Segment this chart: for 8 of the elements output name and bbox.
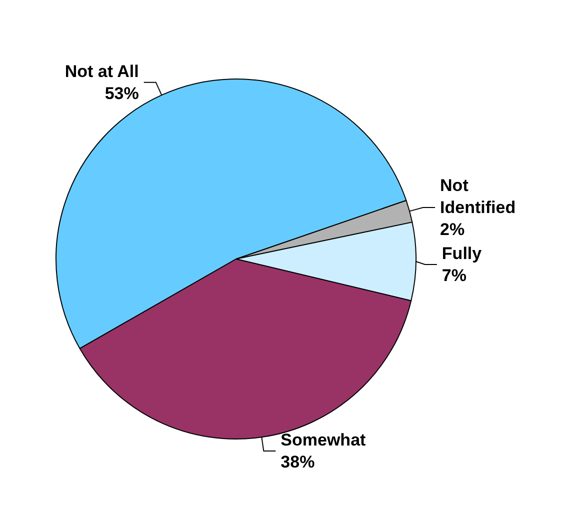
slice-label: Not at All	[64, 62, 139, 81]
data-label: 38%	[280, 452, 315, 472]
data-label: 7%	[442, 266, 466, 285]
slice-label: Fully	[442, 244, 482, 263]
data-label: 2%	[440, 220, 465, 239]
data-label: 53%	[104, 84, 139, 103]
slice-label: Not Identified	[440, 176, 516, 217]
slice-label: Somewhat	[280, 430, 366, 450]
